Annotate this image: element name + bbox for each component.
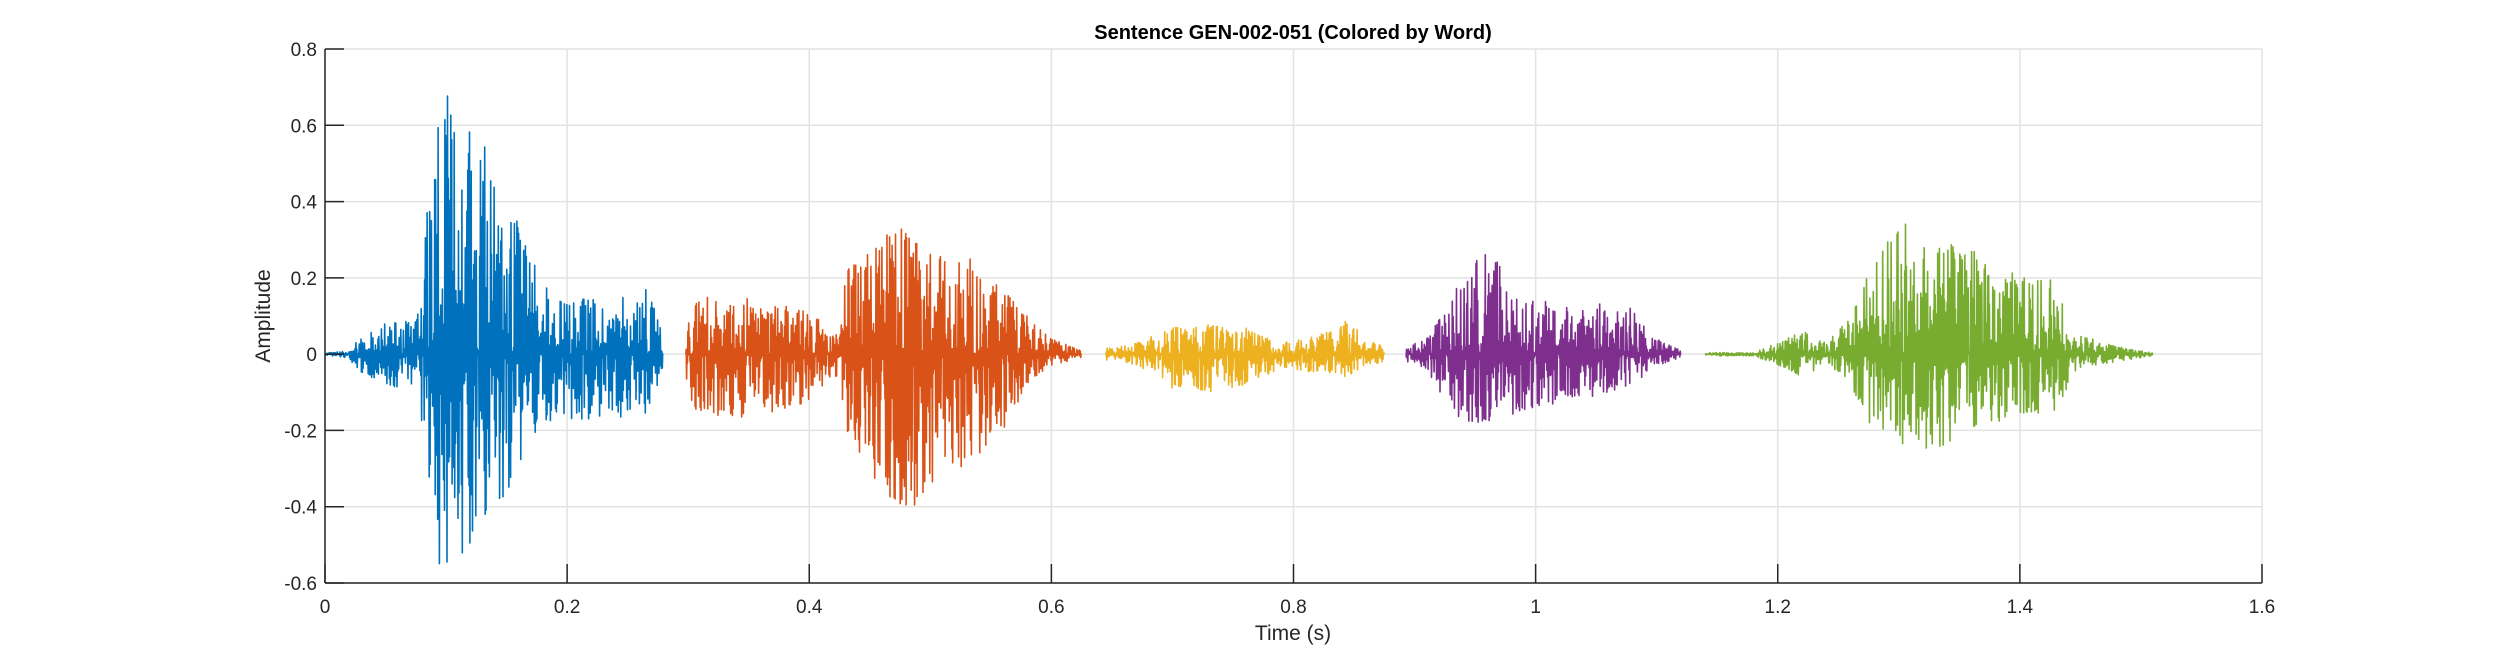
x-tick-label: 0.8 — [1280, 597, 1306, 618]
y-tick-label: 0.8 — [291, 40, 317, 61]
y-tick-label: -0.4 — [284, 498, 317, 519]
y-axis-label: Amplitude — [252, 269, 275, 362]
y-tick-label: 0 — [306, 345, 317, 366]
x-tick-label: 0 — [320, 597, 331, 618]
x-tick-label: 1.4 — [2007, 597, 2034, 618]
y-tick-label: 0.6 — [291, 116, 317, 137]
y-tick-label: -0.6 — [284, 574, 317, 595]
chart-title: Sentence GEN-002-051 (Colored by Word) — [1094, 22, 1492, 44]
series-word-1 — [324, 95, 664, 565]
y-tick-labels: -0.6 -0.4 -0.2 0 0.2 0.4 0.6 0.8 — [284, 40, 317, 595]
series-word-2 — [685, 228, 1082, 506]
x-tick-label: 1.2 — [1765, 597, 1791, 618]
x-tick-label: 1 — [1530, 597, 1541, 618]
series-word-4 — [1405, 254, 1682, 423]
series-word-3 — [1105, 320, 1385, 393]
y-tick-label: 0.4 — [291, 193, 318, 214]
axes — [324, 48, 2263, 584]
x-axis-label: Time (s) — [1255, 622, 1331, 645]
series-word-5 — [1704, 223, 2154, 449]
x-tick-labels: 0 0.2 0.4 0.6 0.8 1 1.2 1.4 1.6 — [320, 597, 2276, 618]
y-tick-label: -0.2 — [284, 421, 317, 442]
x-tick-label: 0.4 — [796, 597, 823, 618]
x-tick-label: 0.6 — [1038, 597, 1064, 618]
y-tick-label: 0.2 — [291, 269, 317, 290]
x-tick-label: 0.2 — [554, 597, 580, 618]
x-tick-label: 1.6 — [2249, 597, 2275, 618]
waveform-series — [324, 95, 2154, 565]
